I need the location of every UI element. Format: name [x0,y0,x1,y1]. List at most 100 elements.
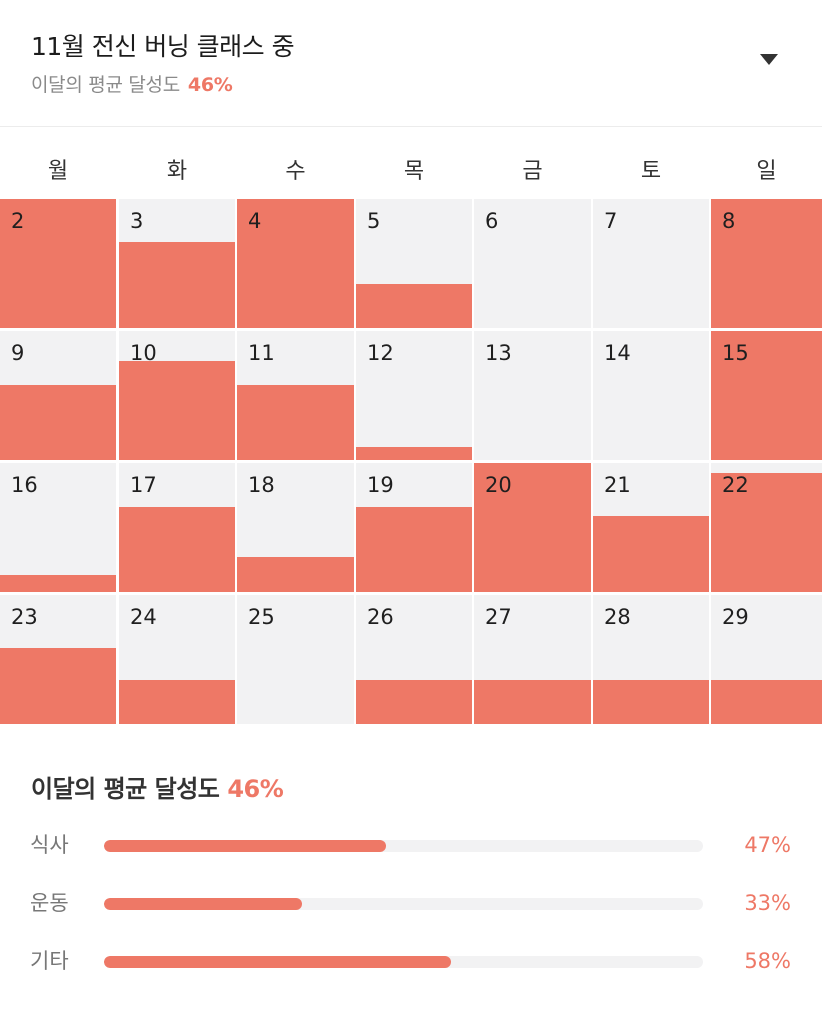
achievement-fill [119,361,235,460]
stat-row: 식사 47% [0,830,822,860]
weekday-label: 월 [47,159,69,184]
calendar-day-12[interactable]: 12 [356,331,472,460]
achievement-fill [356,447,472,460]
calendar-day-21[interactable]: 21 [593,463,709,592]
calendar-day-22[interactable]: 22 [711,463,822,592]
day-number: 5 [367,209,381,233]
header: 11월 전신 버닝 클래스 중 이달의 평균 달성도 46% [0,0,822,127]
class-dropdown-button[interactable] [755,48,783,70]
day-number: 16 [11,473,38,497]
weekday-label: 일 [756,159,777,184]
day-number: 29 [722,605,749,629]
day-number: 20 [485,473,512,497]
progress-track [104,956,703,968]
day-number: 25 [248,605,275,629]
achievement-fill [237,557,354,592]
calendar-day-17[interactable]: 17 [119,463,235,592]
monthly-average-label: 이달의 평균 달성도 [31,74,180,96]
achievement-fill [474,680,591,724]
progress-bar [104,898,302,910]
summary-title: 이달의 평균 달성도 46% [31,769,284,804]
calendar-day-16[interactable]: 16 [0,463,116,592]
achievement-fill [0,385,116,460]
achievement-fill [711,680,822,724]
calendar-day-26[interactable]: 26 [356,595,472,724]
day-number: 27 [485,605,512,629]
calendar-day-28[interactable]: 28 [593,595,709,724]
achievement-fill [0,575,116,592]
day-number: 24 [130,605,157,629]
calendar-day-27[interactable]: 27 [474,595,591,724]
day-number: 11 [248,341,275,365]
day-number: 14 [604,341,631,365]
achievement-fill [119,680,235,724]
calendar-day-4[interactable]: 4 [237,199,354,328]
day-number: 10 [130,341,157,365]
calendar-day-2[interactable]: 2 [0,199,116,328]
calendar-day-13[interactable]: 13 [474,331,591,460]
day-number: 8 [722,209,736,233]
progress-bar [104,840,386,852]
achievement-fill [356,284,472,328]
stat-label: 식사 [30,833,69,857]
calendar-day-3[interactable]: 3 [119,199,235,328]
achievement-fill [119,507,235,592]
day-number: 12 [367,341,394,365]
achievement-fill [711,199,822,328]
stat-label: 운동 [30,891,69,915]
monthly-average: 이달의 평균 달성도 46% [31,70,233,97]
day-number: 23 [11,605,38,629]
achievement-fill [593,516,709,592]
day-number: 19 [367,473,394,497]
day-number: 21 [604,473,631,497]
monthly-average-value: 46% [187,74,233,96]
weekday-label: 화 [166,159,188,184]
achievement-fill [237,385,354,460]
summary-title-value: 46% [227,775,284,803]
day-number: 3 [130,209,144,233]
calendar-day-15[interactable]: 15 [711,331,822,460]
stat-row: 기타 58% [0,946,822,976]
stat-row: 운동 33% [0,888,822,918]
day-number: 26 [367,605,394,629]
calendar-day-29[interactable]: 29 [711,595,822,724]
achievement-fill [593,680,709,724]
day-number: 28 [604,605,631,629]
calendar-day-5[interactable]: 5 [356,199,472,328]
calendar-day-7[interactable]: 7 [593,199,709,328]
calendar-day-14[interactable]: 14 [593,331,709,460]
calendar-day-11[interactable]: 11 [237,331,354,460]
calendar-grid: 2 3 4 5 6 7 8 9 10 11 12 13 14 15 16 17 18 19 20 21 22 23 24 25… [0,199,822,724]
progress-track [104,898,703,910]
achievement-fill [0,199,116,328]
achievement-fill [711,331,822,460]
calendar-day-24[interactable]: 24 [119,595,235,724]
calendar-day-20[interactable]: 20 [474,463,591,592]
calendar-day-19[interactable]: 19 [356,463,472,592]
stat-value: 47% [744,833,791,857]
stat-value: 33% [744,891,791,915]
calendar-day-9[interactable]: 9 [0,331,116,460]
achievement-fill [119,242,235,328]
day-number: 17 [130,473,157,497]
calendar-day-23[interactable]: 23 [0,595,116,724]
achievement-fill [474,463,591,592]
calendar-day-25[interactable]: 25 [237,595,354,724]
caret-down-icon [760,53,778,65]
weekday-label: 토 [640,159,662,184]
achievement-fill [711,473,822,592]
calendar-day-8[interactable]: 8 [711,199,822,328]
class-title: 11월 전신 버닝 클래스 중 [31,32,295,61]
progress-track [104,840,703,852]
weekday-label: 수 [285,159,306,184]
summary-title-label: 이달의 평균 달성도 [31,775,220,803]
progress-bar [104,956,452,968]
day-number: 18 [248,473,275,497]
calendar-day-6[interactable]: 6 [474,199,591,328]
day-number: 15 [722,341,749,365]
calendar-day-10[interactable]: 10 [119,331,235,460]
achievement-fill [356,507,472,592]
day-number: 4 [248,209,262,233]
calendar-day-18[interactable]: 18 [237,463,354,592]
